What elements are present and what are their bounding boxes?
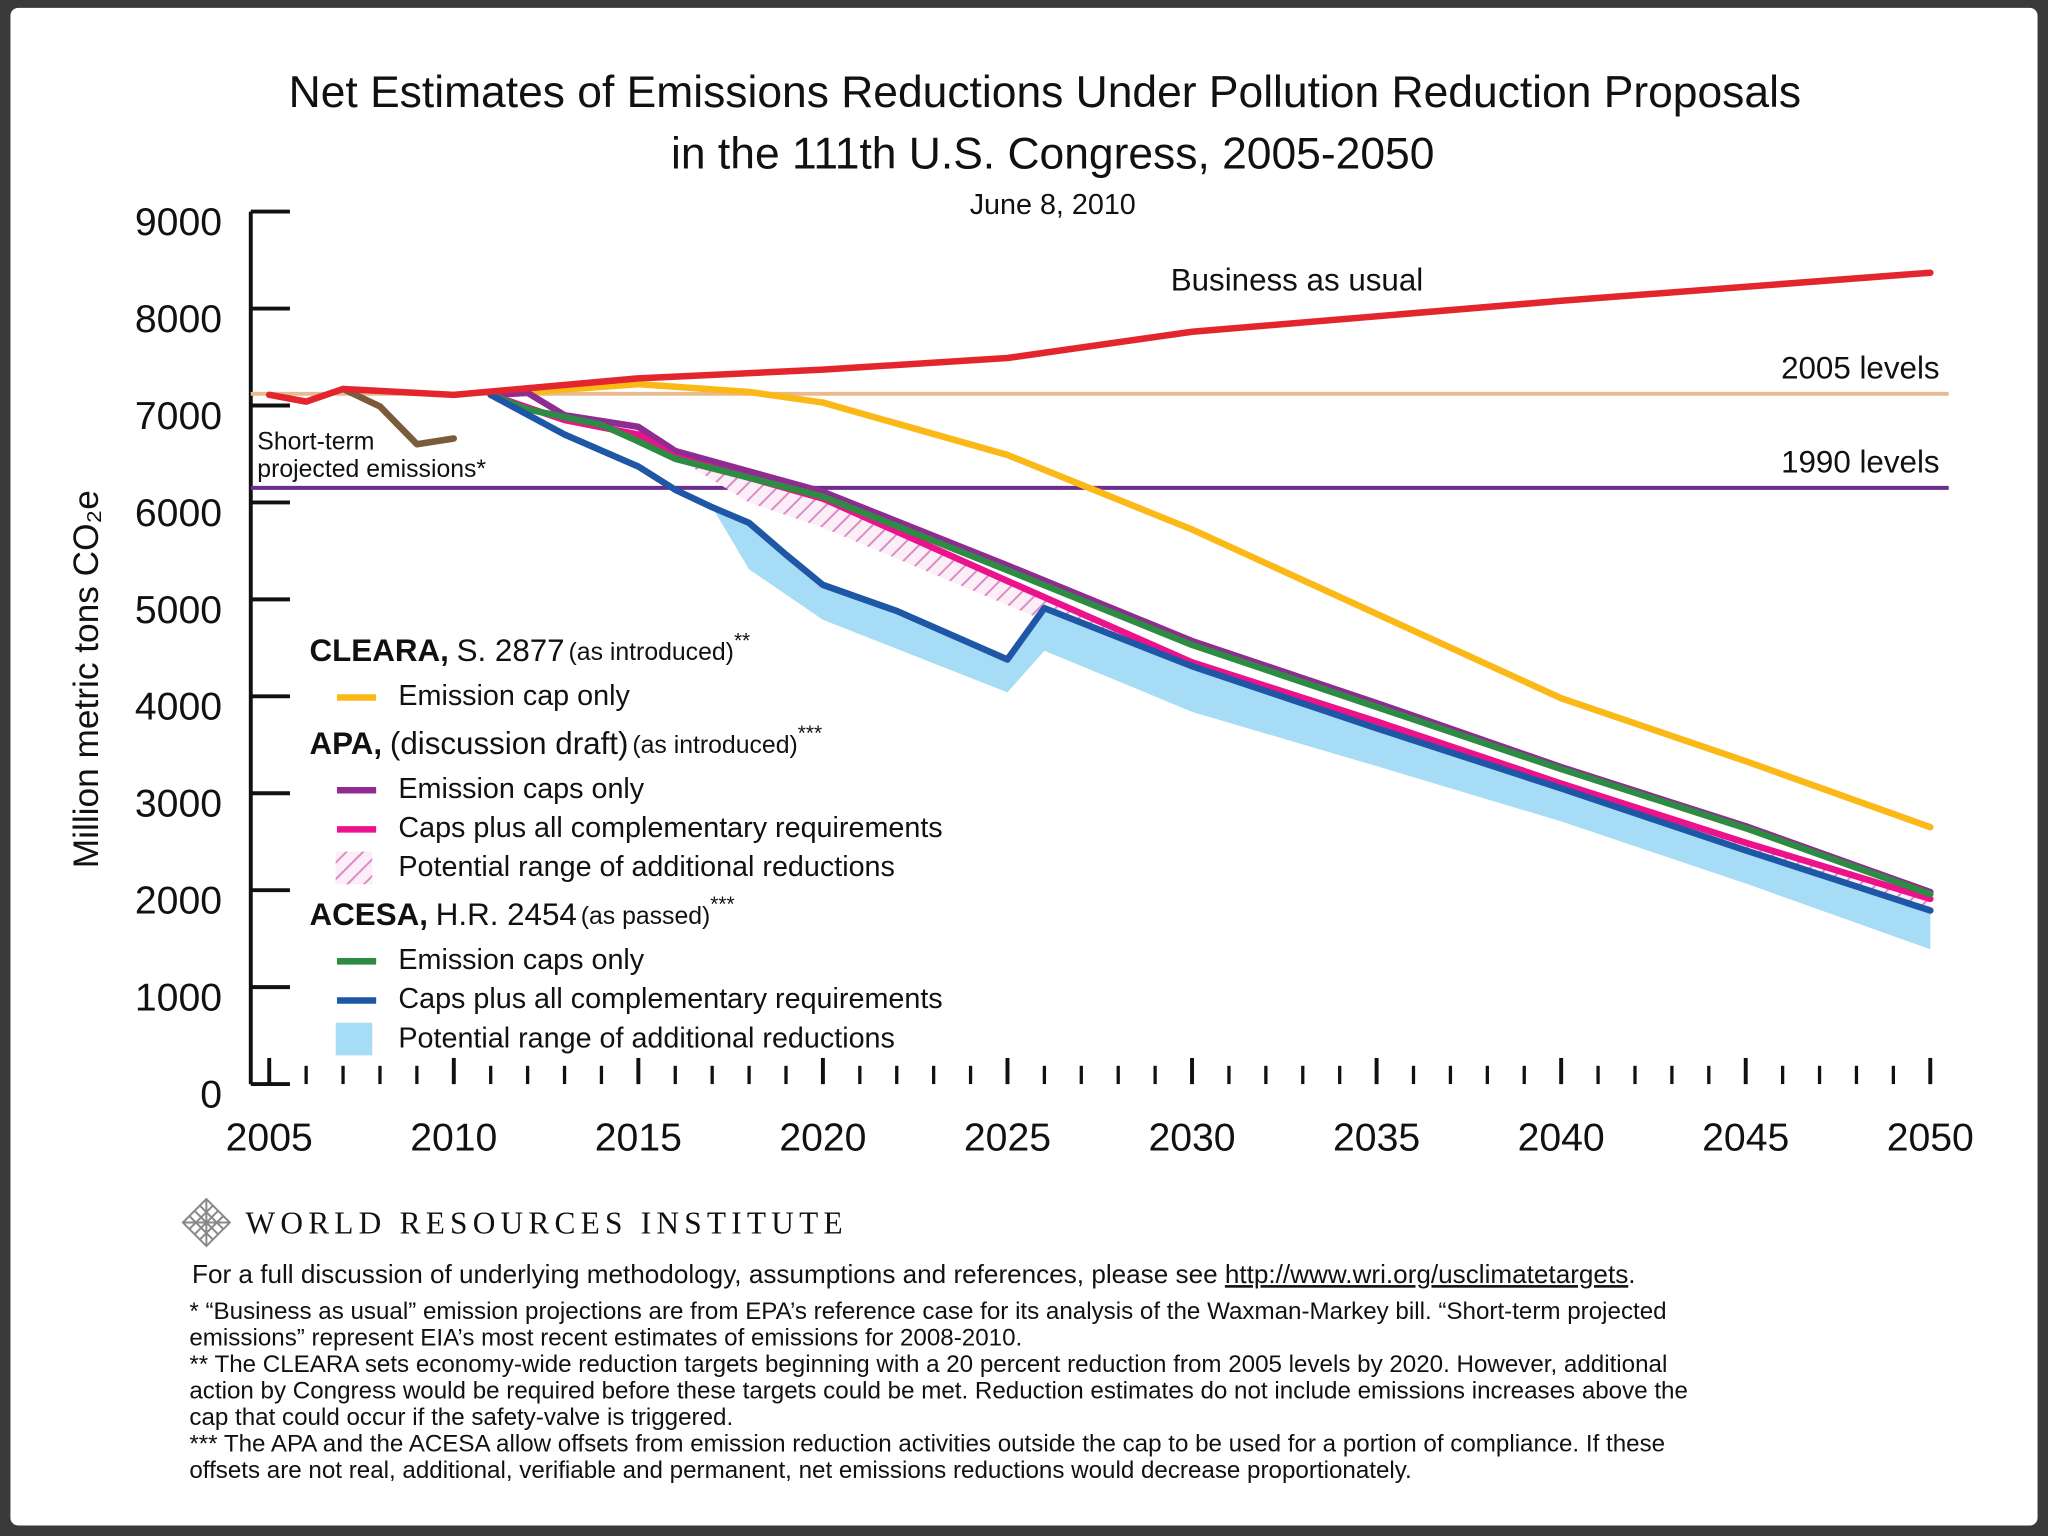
legend-label: Potential range of additional reductions	[398, 851, 895, 883]
x-tick-label: 2030	[1148, 1117, 1235, 1160]
legend-group-name: ACESA,	[310, 897, 428, 932]
footnote-line: action by Congress would be required bef…	[189, 1378, 1688, 1405]
organization: WORLD RESOURCES INSTITUTE	[246, 1206, 848, 1241]
footnote-line: offsets are not real, additional, verifi…	[189, 1457, 1411, 1484]
wri-logo	[181, 1197, 232, 1248]
legend-label: Emission caps only	[398, 773, 644, 805]
reference-label: 1990 levels	[1781, 445, 1940, 480]
y-tick-label: 2000	[135, 880, 222, 923]
legend-group-note: (as introduced)	[569, 639, 734, 666]
legend-group-bill: (discussion draft)	[390, 726, 629, 761]
x-tick-label: 2005	[226, 1117, 313, 1160]
y-tick-label: 3000	[135, 783, 222, 826]
legend-label: Emission caps only	[398, 944, 644, 976]
y-tick-label: 4000	[135, 686, 222, 729]
series-line	[339, 385, 458, 448]
footer-link[interactable]: http://www.wri.org/usclimatetargets	[1225, 1259, 1628, 1289]
legend-group-title: ACESA, H.R. 2454 (as passed)***	[310, 893, 735, 933]
x-tick-label: 2045	[1702, 1117, 1789, 1160]
x-tick-label: 2015	[595, 1117, 682, 1160]
x-tick-label: 2020	[779, 1117, 866, 1160]
series-line	[487, 391, 1934, 898]
legend-label: Potential range of additional reductions	[398, 1022, 895, 1054]
y-tick-label: 7000	[135, 395, 222, 438]
legend-group-note: (as introduced)	[632, 731, 797, 758]
legend-label: Caps plus all complementary requirements	[398, 983, 942, 1015]
series-annotation: Short-term	[257, 428, 374, 455]
y-tick-label: 6000	[135, 492, 222, 535]
legend-group-name: APA,	[310, 726, 383, 761]
legend-group-bill: S. 2877	[457, 633, 565, 668]
footer-intro-text: For a full discussion of underlying meth…	[192, 1259, 1218, 1289]
y-tick-label: 0	[200, 1073, 222, 1116]
footer-end: .	[1628, 1259, 1635, 1289]
y-tick-label: 8000	[135, 298, 222, 341]
footnote-line: ** The CLEARA sets economy-wide reductio…	[189, 1351, 1667, 1378]
y-tick-label: 1000	[135, 977, 222, 1020]
legend-group-note: (as passed)	[581, 902, 711, 929]
x-tick-label: 2010	[410, 1117, 497, 1160]
legend-group-mark: **	[734, 629, 750, 652]
x-tick-label: 2035	[1333, 1117, 1420, 1160]
series-annotation: Business as usual	[1171, 262, 1424, 297]
footnote-line: *** The APA and the ACESA allow offsets …	[189, 1431, 1665, 1458]
footnote-line: emissions” represent EIA’s most recent e…	[189, 1325, 1022, 1352]
footnote-line: * “Business as usual” emission projectio…	[189, 1298, 1666, 1325]
series-line	[265, 269, 1934, 405]
legend-group-bill: H.R. 2454	[436, 897, 577, 932]
legend-group-mark: ***	[710, 893, 734, 916]
legend-group-title: CLEARA, S. 2877 (as introduced)**	[310, 629, 751, 669]
chart-title: in the 111th U.S. Congress, 2005-2050	[671, 129, 1434, 178]
footnote-line: cap that could occur if the safety-valve…	[189, 1404, 733, 1431]
legend-swatch	[335, 1022, 373, 1056]
legend-group-name: CLEARA,	[310, 633, 449, 668]
chart-title: Net Estimates of Emissions Reductions Un…	[289, 68, 1801, 117]
legend-group-mark: ***	[798, 722, 822, 745]
legend-label: Caps plus all complementary requirements	[398, 812, 942, 844]
footer-intro: For a full discussion of underlying meth…	[192, 1259, 1636, 1289]
y-tick-label: 5000	[135, 589, 222, 632]
range-band	[712, 507, 1931, 950]
series-annotation: projected emissions*	[257, 456, 486, 483]
y-axis-label: Million metric tons CO₂e	[67, 490, 106, 868]
chart-subtitle: June 8, 2010	[970, 189, 1136, 221]
logo-lattice	[181, 1197, 232, 1248]
series-line	[487, 391, 1934, 914]
series-line	[487, 380, 1934, 831]
legend-label: Emission cap only	[398, 680, 630, 712]
legend-swatch	[335, 851, 373, 885]
y-tick-label: 9000	[135, 201, 222, 244]
x-tick-label: 2050	[1887, 1117, 1974, 1160]
x-tick-label: 2025	[964, 1117, 1051, 1160]
x-tick-label: 2040	[1518, 1117, 1605, 1160]
reference-label: 2005 levels	[1781, 351, 1940, 386]
legend-group-title: APA, (discussion draft) (as introduced)***	[310, 722, 823, 762]
